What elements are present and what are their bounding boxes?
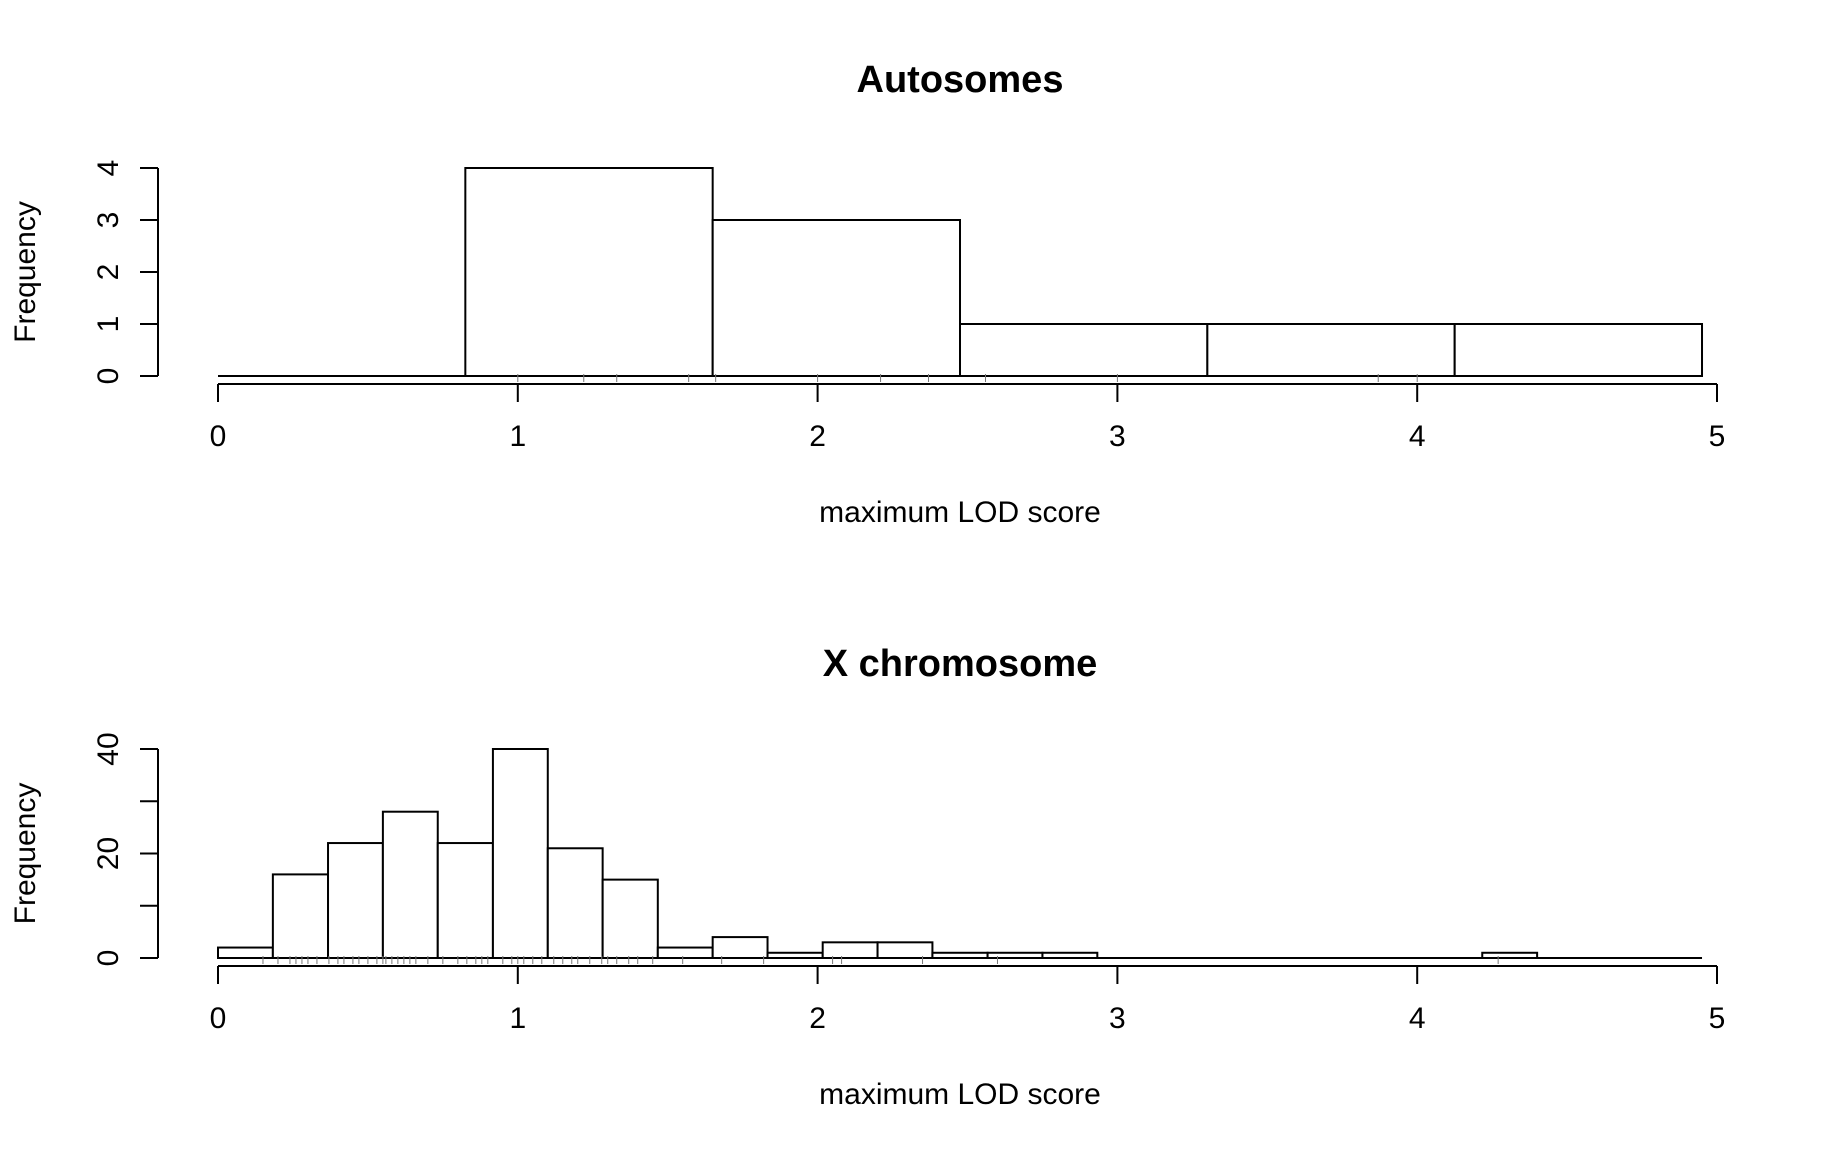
panel-autosomes: Autosomes 0 1 2 3 4 Frequency 0 1 2 3 4 5 maximum LOD… — [9, 59, 1725, 529]
histogram-bar — [711, 219, 962, 377]
y-tick-label: 0 — [92, 950, 125, 967]
histogram-bar — [711, 936, 769, 959]
x-tick-label: 4 — [1409, 1002, 1426, 1035]
histogram-bar — [1453, 323, 1704, 377]
x-tick-label: 1 — [509, 420, 526, 453]
histogram-bar — [1206, 323, 1456, 377]
x-axis-label: maximum LOD score — [819, 496, 1101, 529]
histogram-bar — [271, 873, 330, 960]
y-tick-label: 4 — [92, 160, 125, 177]
y-tick-label: 3 — [92, 212, 125, 229]
x-tick-label: 3 — [1109, 420, 1126, 453]
histogram-bar — [821, 941, 879, 960]
histogram-bar — [601, 878, 659, 959]
y-tick-label: 2 — [92, 264, 125, 281]
y-axis-label: Frequency — [9, 783, 42, 925]
x-tick-label: 5 — [1709, 1002, 1726, 1035]
x-tick-label: 0 — [210, 420, 227, 453]
x-tick-label: 3 — [1109, 1002, 1126, 1035]
x-tick-label: 2 — [809, 1002, 826, 1035]
histogram-bar — [327, 842, 384, 959]
x-tick-label: 4 — [1409, 420, 1426, 453]
histogram-bar — [217, 946, 274, 959]
histogram-bar — [381, 810, 439, 960]
y-tick-label: 0 — [92, 368, 125, 385]
y-tick-label: 40 — [92, 732, 125, 765]
y-axis-label: Frequency — [9, 201, 42, 343]
histogram-bar — [876, 941, 934, 960]
histogram-bar — [491, 748, 549, 959]
y-tick-label: 20 — [92, 837, 125, 870]
chart-title: X chromosome — [823, 643, 1098, 685]
x-tick-label: 0 — [210, 1002, 227, 1035]
histogram-bar — [656, 946, 714, 959]
y-tick-label: 1 — [92, 316, 125, 333]
chart-title: Autosomes — [857, 59, 1064, 101]
histogram-bar — [959, 323, 1209, 377]
histogram-bar — [546, 847, 604, 960]
x-tick-label: 1 — [509, 1002, 526, 1035]
panel-x-chromosome: X chromosome 0 20 40 Frequency 0 1 2 3 4 5 maximum … — [9, 643, 1725, 1111]
x-axis-label: maximum LOD score — [819, 1078, 1101, 1111]
histogram-bar — [436, 842, 494, 959]
histogram-bar — [464, 167, 714, 377]
x-tick-label: 2 — [809, 420, 826, 453]
x-tick-label: 5 — [1709, 420, 1726, 453]
